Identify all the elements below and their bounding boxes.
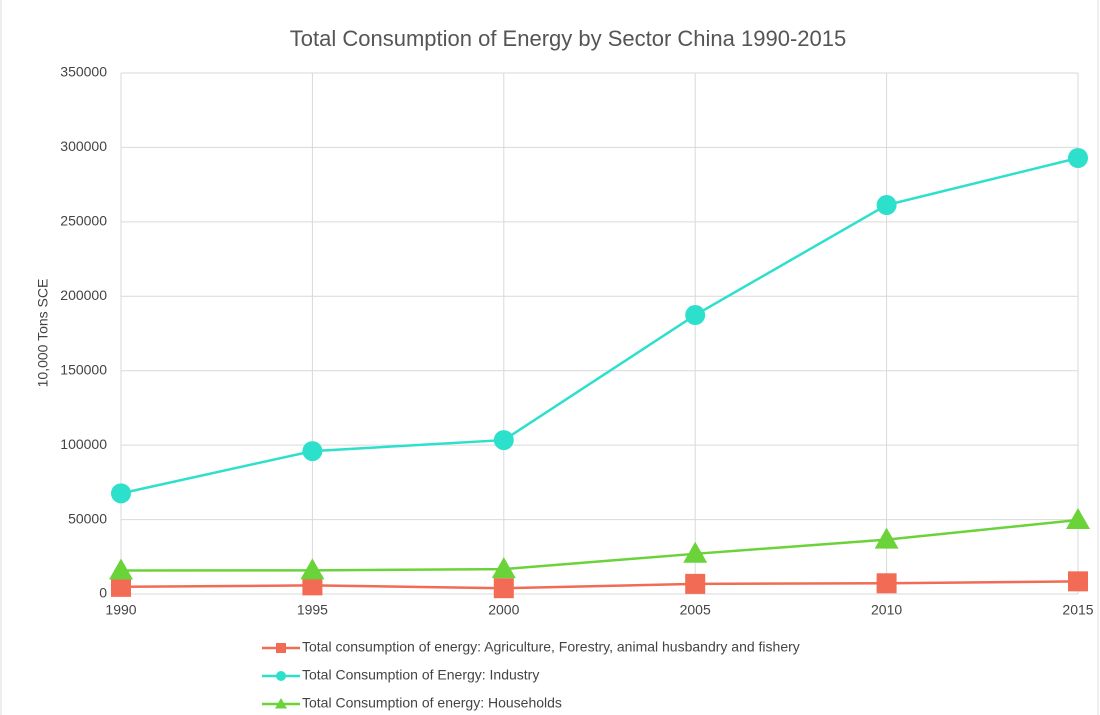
legend-label: Total Consumption of Energy: Industry — [302, 667, 539, 683]
marker — [109, 558, 133, 580]
y-tick-label: 100000 — [60, 436, 107, 452]
y-tick-label: 300000 — [60, 138, 107, 154]
marker — [493, 578, 514, 599]
y-tick-label: 50000 — [68, 510, 107, 526]
series-line — [120, 156, 1079, 495]
y-tick-label: 350000 — [60, 64, 107, 80]
marker — [876, 195, 897, 216]
y-tick-label: 0 — [99, 585, 107, 601]
marker — [876, 573, 897, 594]
y-tick-label: 150000 — [60, 361, 107, 377]
marker — [111, 483, 131, 504]
marker — [1068, 571, 1088, 592]
x-tick-label: 2000 — [488, 602, 519, 618]
marker — [111, 576, 131, 597]
marker — [683, 541, 708, 563]
marker — [874, 527, 899, 549]
chart-title: Total Consumption of Energy by Sector Ch… — [290, 26, 846, 51]
y-axis-label: 10,000 Tons SCE — [35, 279, 51, 388]
legend-marker — [276, 643, 286, 653]
marker — [491, 557, 516, 579]
marker — [302, 441, 323, 462]
legend-marker — [275, 698, 287, 709]
series-line — [120, 580, 1079, 590]
x-tick-label: 2015 — [1062, 602, 1093, 618]
x-tick-label: 1995 — [297, 602, 328, 618]
legend-label: Total Consumption of energy: Households — [302, 695, 562, 711]
marker — [302, 575, 323, 596]
marker — [685, 305, 706, 326]
x-tick-label: 1990 — [105, 602, 136, 618]
marker — [300, 558, 325, 580]
x-tick-label: 2010 — [871, 602, 902, 618]
marker — [1068, 147, 1088, 168]
x-tick-label: 2005 — [680, 602, 711, 618]
series-line — [120, 518, 1079, 572]
marker — [493, 430, 514, 451]
y-tick-label: 250000 — [60, 213, 107, 229]
y-tick-label: 200000 — [60, 287, 107, 303]
legend-marker — [276, 671, 286, 681]
legend-label: Total consumption of energy: Agriculture… — [302, 639, 800, 655]
marker — [685, 573, 706, 594]
marker — [1066, 508, 1090, 530]
